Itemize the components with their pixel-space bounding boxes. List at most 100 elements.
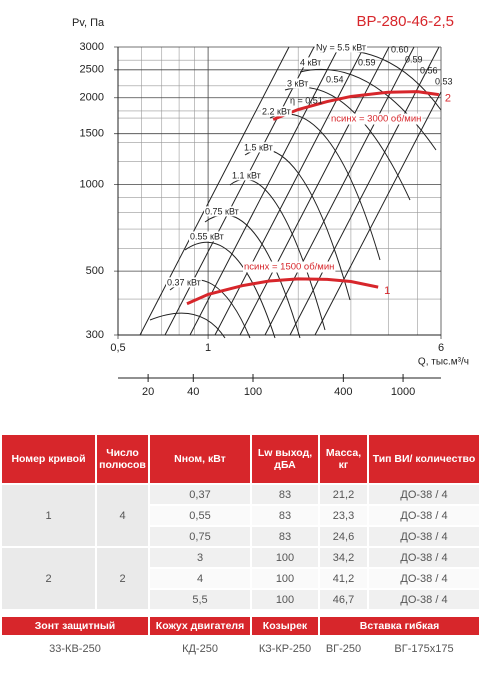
annotation: 0.56 — [420, 65, 438, 75]
y-tick-label: 500 — [86, 265, 104, 277]
annotation: nсинх = 3000 об/мин — [331, 114, 421, 125]
annotation: 0.53 — [435, 76, 453, 86]
header-cell: Вставка гибкая — [318, 615, 479, 637]
cell: ДО-38 / 4 — [367, 567, 479, 590]
cell: ДО-38 / 4 — [367, 588, 479, 611]
annotation: 1.1 кВт — [232, 170, 261, 180]
spec-table: Номер кривой Число полюсов Nном, кВт Lw … — [0, 433, 479, 663]
x2-tick-label: 400 — [334, 386, 352, 398]
label-bg — [166, 277, 202, 288]
header-cell: Число полюсов — [95, 433, 150, 485]
annotation: 3 кВт — [287, 78, 308, 88]
label-bg — [189, 231, 225, 242]
cell: 5,5 — [148, 588, 252, 611]
cell: 34,2 — [318, 546, 369, 569]
x2-tick-label: 1000 — [391, 386, 415, 398]
annotation: 0.37 кВт — [167, 277, 201, 287]
cell: 23,3 — [318, 504, 369, 527]
curve-label: 2 — [445, 93, 451, 105]
y-tick-label: 1000 — [80, 178, 104, 190]
cell: 100 — [250, 567, 320, 590]
annotation: η = 0.51 — [290, 95, 323, 105]
x-tick-label: 6 — [438, 342, 444, 354]
y-tick-label: 300 — [86, 329, 104, 341]
header-cell: Тип ВИ/ количество — [367, 433, 479, 485]
annotation: 0.75 кВт — [205, 206, 239, 216]
table-row: 0,55 83 23,3 ДО-38 / 4 — [1, 504, 479, 527]
cell: ДО-38 / 4 — [367, 483, 479, 506]
cell: 1 — [0, 483, 97, 548]
header-cell: Масса, кг — [318, 433, 369, 485]
x2-tick-label: 20 — [142, 386, 154, 398]
cell: 83 — [250, 483, 320, 506]
label-bg — [231, 170, 262, 181]
header-cell: Козырек — [250, 615, 320, 637]
cell: 21,2 — [318, 483, 369, 506]
cell: 41,2 — [318, 567, 369, 590]
cell: ВГ-250 — [318, 635, 369, 663]
cell: 46,7 — [318, 588, 369, 611]
annotation: 0.59 — [358, 57, 376, 67]
label-bg — [243, 142, 274, 153]
annotation: 0.55 кВт — [190, 231, 224, 241]
annotation: 4 кВт — [300, 57, 321, 67]
cell: 2 — [0, 546, 97, 611]
chart: ВР-280-46-2,5 Pv, Па Q, тыс.м³/ч 0,5 1 6 30… — [72, 13, 469, 398]
cell: 2 — [95, 546, 150, 611]
table-row: 5,5 100 46,7 ДО-38 / 4 — [1, 588, 479, 611]
cell: 3 — [148, 546, 252, 569]
header-cell: Номер кривой — [0, 433, 97, 485]
table-row: 4 100 41,2 ДО-38 / 4 — [1, 567, 479, 590]
x2-tick-label: 40 — [187, 386, 199, 398]
annotation: 0.54 — [326, 74, 344, 84]
cell: 0,37 — [148, 483, 252, 506]
table-row: 0,75 83 24,6 ДО-38 / 4 — [1, 525, 479, 548]
y-axis-label: Pv, Па — [72, 17, 105, 29]
cell: 100 — [250, 546, 320, 569]
curve — [272, 90, 440, 121]
cell: ДО-38 / 4 — [367, 525, 479, 548]
annotation: 0.59 — [405, 54, 423, 64]
header-cell: Lw выход, дБА — [250, 433, 320, 485]
cell: 4 — [148, 567, 252, 590]
x-axis-label: Q, тыс.м³/ч — [418, 357, 469, 368]
annotation: 1.5 кВт — [244, 142, 273, 152]
annotation: 0.60 — [391, 44, 409, 54]
cell: ДО-38 / 4 — [367, 546, 479, 569]
label-bg — [204, 206, 240, 217]
cell: 24,6 — [318, 525, 369, 548]
annotation: nсинх = 1500 об/мин — [244, 262, 334, 273]
header-cell: Nном, кВт — [148, 433, 252, 485]
cell: 83 — [250, 525, 320, 548]
label-bg — [315, 42, 368, 53]
label-bg — [299, 57, 323, 68]
cell: ДО-38 / 4 — [367, 504, 479, 527]
header-cell: Зонт защитный — [0, 615, 150, 637]
cell: КЗ-КР-250 — [250, 635, 320, 663]
y-tick-label: 1500 — [80, 128, 104, 140]
cell: 100 — [250, 588, 320, 611]
y-tick-label: 2000 — [80, 92, 104, 104]
label-bg — [261, 106, 292, 117]
cell: 0,75 — [148, 525, 252, 548]
label-bg — [243, 261, 336, 273]
label-bg — [286, 78, 310, 89]
curve — [186, 277, 379, 306]
table-row: 1 4 0,37 83 21,2 ДО-38 / 4 — [0, 483, 479, 548]
header-cell: Кожух двигателя — [148, 615, 252, 637]
y-tick-label: 2500 — [80, 64, 104, 76]
cell: КД-250 — [148, 635, 252, 663]
label-bg — [330, 113, 423, 125]
cell: 0,55 — [148, 504, 252, 527]
x2-tick-label: 100 — [244, 386, 262, 398]
cell: ВГ-175х175 — [367, 635, 479, 663]
table-row: 2 2 3 100 34,2 ДО-38 / 4 — [0, 546, 479, 611]
x-tick-label: 0,5 — [110, 342, 125, 354]
cell: 4 — [95, 483, 150, 548]
y-tick-label: 3000 — [80, 41, 104, 53]
annotation: Ny = 5.5 кВт — [316, 42, 366, 52]
x-tick-label: 1 — [205, 342, 211, 354]
curve-label: 1 — [384, 285, 390, 297]
cell: 33-КВ-250 — [0, 635, 150, 663]
